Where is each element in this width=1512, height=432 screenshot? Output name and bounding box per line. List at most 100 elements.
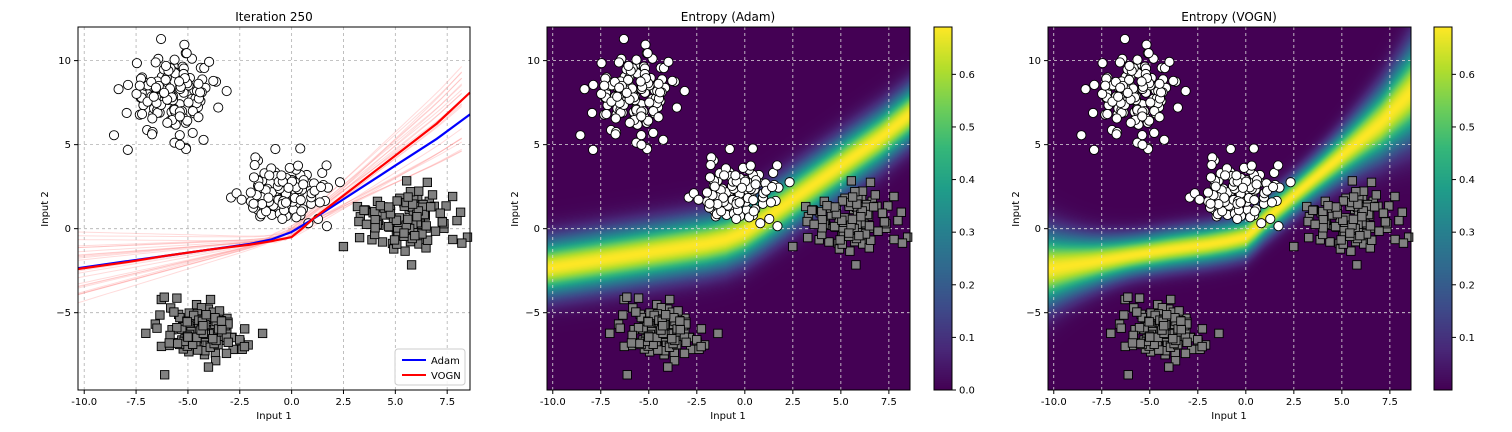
data-point-square [462, 232, 473, 242]
axis-ticks: -10.0 -7.5 -5.0 -2.5 0.0 2.5 5.0 7.5 −5 0 5 10 [525, 56, 897, 408]
chart-title: Entropy (Adam) [681, 10, 775, 24]
data-point-square [696, 324, 707, 334]
x-tick-label: 5.0 [833, 397, 849, 408]
y-tick-label: 0 [1035, 224, 1041, 235]
y-tick-label: −5 [56, 308, 71, 319]
data-point-square [889, 234, 899, 245]
data-point-circle [1164, 56, 1175, 67]
data-point-square [383, 221, 394, 232]
data-point-circle [150, 57, 161, 68]
data-point-square [626, 338, 637, 348]
data-point-square [152, 323, 162, 333]
data-point-square [1214, 328, 1224, 339]
data-point-square [201, 310, 211, 320]
data-point-circle [610, 113, 621, 124]
data-point-square [1176, 325, 1186, 335]
x-tick-label: -7.5 [591, 397, 611, 408]
data-point-circle [295, 143, 306, 154]
data-point-circle [764, 213, 775, 225]
x-tick-label: -10.0 [540, 397, 566, 408]
data-point-circle [731, 213, 742, 224]
data-point-circle [1145, 97, 1156, 108]
data-point-circle [213, 102, 224, 113]
data-point-square [172, 338, 183, 349]
data-point-square [1378, 208, 1389, 218]
data-point-circle [1132, 54, 1143, 65]
data-point-square [633, 323, 644, 333]
data-point-square [788, 241, 798, 252]
data-point-circle [1273, 160, 1284, 171]
data-point-circle [745, 160, 756, 171]
data-point-circle [1113, 91, 1124, 102]
data-point-square [160, 370, 170, 380]
data-point-square [1154, 345, 1164, 355]
data-point-circle [263, 192, 274, 203]
data-point-square [1135, 338, 1145, 349]
data-point-square [1308, 205, 1318, 215]
data-point-circle [1168, 75, 1179, 86]
data-point-circle [159, 87, 170, 98]
data-point-circle [121, 107, 132, 119]
data-point-square [193, 345, 203, 355]
data-point-square [354, 232, 365, 243]
data-point-circle [755, 218, 766, 229]
data-point-square [391, 215, 402, 225]
data-point-circle [1115, 82, 1126, 93]
data-point-square [1331, 202, 1341, 212]
data-point-circle [1246, 160, 1257, 171]
data-point-square [1371, 190, 1381, 200]
data-point-square [631, 307, 641, 317]
data-point-square [421, 243, 431, 253]
data-point-circle [1206, 159, 1217, 171]
y-tick-label: 10 [527, 56, 540, 67]
data-point-square [159, 292, 169, 302]
data-point-circle [1220, 170, 1231, 181]
x-tick-label: 7.5 [439, 397, 455, 408]
posterior-sample-line [77, 84, 463, 238]
data-point-square [649, 310, 659, 321]
colorbar-tick-label: 0.3 [1459, 228, 1475, 239]
plot-frame [77, 26, 471, 391]
data-point-square [412, 212, 422, 222]
data-point-square [172, 323, 182, 333]
data-point-square [1352, 260, 1362, 270]
y-tick-label: −5 [1026, 308, 1041, 319]
data-point-square [457, 238, 467, 248]
data-point-square [633, 293, 644, 303]
data-point-circle [1154, 78, 1165, 89]
data-point-circle [1266, 197, 1277, 208]
data-point-square [866, 235, 876, 245]
data-point-square [402, 176, 412, 186]
data-point-circle [160, 74, 171, 85]
data-point-square [851, 260, 861, 270]
data-point-circle [193, 78, 204, 89]
data-point-square [1134, 323, 1145, 333]
data-point-circle [614, 82, 625, 93]
data-point-square [1355, 231, 1365, 241]
data-point-square [1304, 232, 1314, 243]
data-point-square [370, 223, 380, 233]
colorbar-tick-label: 0.5 [1459, 122, 1475, 133]
data-point-circle [599, 80, 610, 91]
colorbar-ticks: 0.1 0.2 0.3 0.4 0.5 0.6 [1452, 70, 1475, 344]
data-point-square [1384, 201, 1394, 211]
data-point-circle [1249, 195, 1260, 206]
data-point-circle [1143, 48, 1154, 59]
data-point-square [870, 190, 880, 200]
data-point-square [1150, 310, 1160, 321]
data-point-square [141, 328, 151, 338]
x-tick-label: -5.0 [1140, 397, 1160, 408]
data-point-circle [1237, 182, 1248, 193]
data-point-square [669, 356, 680, 366]
data-point-circle [736, 182, 747, 193]
data-point-circle [283, 182, 294, 193]
x-tick-label: -5.0 [178, 397, 198, 408]
data-point-circle [264, 170, 275, 181]
data-point-square [807, 205, 817, 215]
data-point-square [447, 191, 458, 202]
data-point-square [889, 191, 899, 202]
data-point-square [1390, 191, 1400, 202]
data-point-square [675, 316, 685, 326]
data-point-square [1346, 246, 1356, 256]
